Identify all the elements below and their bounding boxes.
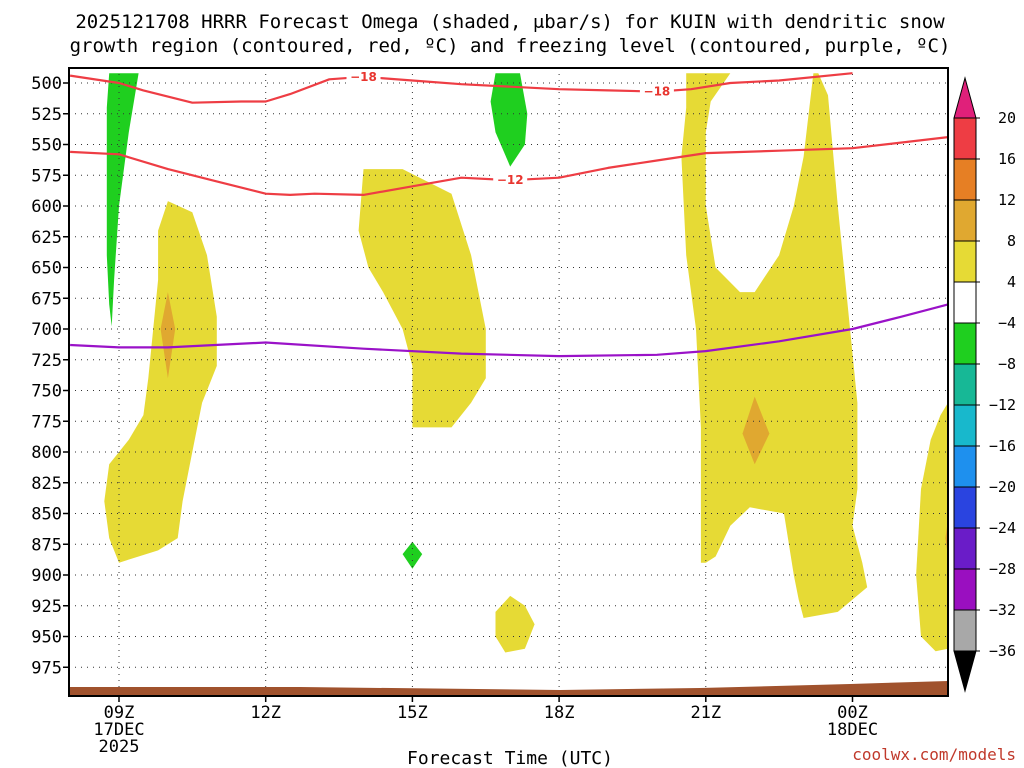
x-axis-label: Forecast Time (UTC) [407,748,613,768]
y-tick-label-625: 625 [31,228,62,248]
colorbar-label-0: 20 [998,109,1016,127]
omega-region-green-mid [490,73,528,167]
contours: −18 −18 −12 [69,68,949,358]
y-tick-label-600: 600 [31,197,62,217]
colorbar-label-8: −16 [989,437,1016,455]
y-tick-label-825: 825 [31,474,62,494]
y-tick-label-775: 775 [31,412,62,432]
y-tick-label-975: 975 [31,658,62,678]
colorbar-swatch-1 [953,158,977,201]
colorbar-label-5: −4 [998,314,1016,332]
contour-minus18-label-1: −18 [644,85,671,99]
y-tick-label-875: 875 [31,535,62,555]
y-tick-label-950: 950 [31,628,62,648]
contour-minus18 [69,72,853,104]
colorbar-swatch-2 [953,199,977,242]
x-tick-label-18Z-0: 18Z [544,703,575,723]
omega-region-yellow-edge [916,402,948,652]
x-tick-label-12Z-0: 12Z [250,703,281,723]
y-tick-label-925: 925 [31,597,62,617]
colorbar-swatch-7 [953,404,977,447]
contour-minus18-label-bg-0 [346,68,381,84]
contour-minus18-label-bg-1 [639,83,674,99]
colorbar-label-13: −36 [989,642,1016,660]
y-tick-label-575: 575 [31,166,62,186]
colorbar-bottom-arrow [953,650,977,693]
contour-minus12-label-bg-0 [493,172,528,188]
omega-region-yellow-right [681,73,868,618]
y-tick-label-650: 650 [31,259,62,279]
y-tick-label-500: 500 [31,74,62,94]
colorbar-label-10: −24 [989,519,1016,537]
omega-region-orange-early [160,292,176,379]
colorbar-swatch-6 [953,363,977,406]
colorbar-label-7: −12 [989,396,1016,414]
omega-region-orange-right [742,396,770,465]
y-tick-label-750: 750 [31,382,62,402]
colorbar-label-12: −32 [989,601,1016,619]
colorbar-swatch-12 [953,609,977,652]
colorbar-label-2: 12 [998,191,1016,209]
y-tick-label-525: 525 [31,105,62,125]
y-tick-label-900: 900 [31,566,62,586]
y-tick-label-725: 725 [31,351,62,371]
colorbar-swatch-10 [953,527,977,570]
x-tick-label-21Z-0: 21Z [690,703,721,723]
x-tick-label-00Z-1: 18DEC [827,720,878,740]
colorbar-swatch-4 [953,281,977,324]
colorbar-label-11: −28 [989,560,1016,578]
colorbar-label-4: 4 [1007,273,1016,291]
colorbar-swatch-11 [953,568,977,611]
chart-title-line1: 2025121708 HRRR Forecast Omega (shaded, … [75,11,945,33]
plot-area: −18 −18 −12 [68,67,949,697]
colorbar-swatch-3 [953,240,977,283]
terrain-band [69,681,948,696]
x-tick-label-09Z-2: 2025 [99,737,140,757]
contour-freezing-level [70,303,949,358]
chart-title-line2: growth region (contoured, red, ºC) and f… [70,35,951,57]
omega-regions [104,73,948,653]
omega-region-green-small [402,541,423,569]
omega-region-yellow-small [495,595,535,653]
y-tick-label-850: 850 [31,505,62,525]
colorbar-swatch-5 [953,322,977,365]
y-tick-label-550: 550 [31,136,62,156]
colorbar-label-1: 16 [998,150,1016,168]
colorbar-label-9: −20 [989,478,1016,496]
y-tick-label-700: 700 [31,320,62,340]
x-tick-label-00Z-0: 00Z [837,703,868,723]
x-tick-label-15Z-0: 15Z [397,703,428,723]
colorbar-swatch-0 [953,117,977,160]
omega-region-yellow-mid [358,169,486,428]
contour-minus12-label-0: −12 [497,173,524,187]
plot-frame [68,67,949,697]
x-tick-label-09Z-1: 17DEC [93,720,144,740]
y-axis: 500 525 550 575 600 625 650 675 700 725 750 775 800 8… [31,74,69,678]
colorbar-label-6: −8 [998,355,1016,373]
x-tick-label-09Z-0: 09Z [104,703,135,723]
colorbar-swatch-8 [953,445,977,488]
contour-minus18-label-0: −18 [350,70,377,84]
omega-region-green-left [106,73,139,327]
omega-region-yellow-early [104,201,217,563]
colorbar-top-arrow [953,76,977,119]
contour-minus12 [70,136,949,196]
colorbar: 20 16 12 8 4 −4 −8 −12 −16 −20 −24 −28 −32 −36 [953,76,1016,693]
y-tick-label-800: 800 [31,443,62,463]
colorbar-swatch-9 [953,486,977,529]
colorbar-label-3: 8 [1007,232,1016,250]
gridlines [69,68,948,696]
y-tick-label-675: 675 [31,289,62,309]
credit-text[interactable]: coolwx.com/models [852,745,1016,764]
